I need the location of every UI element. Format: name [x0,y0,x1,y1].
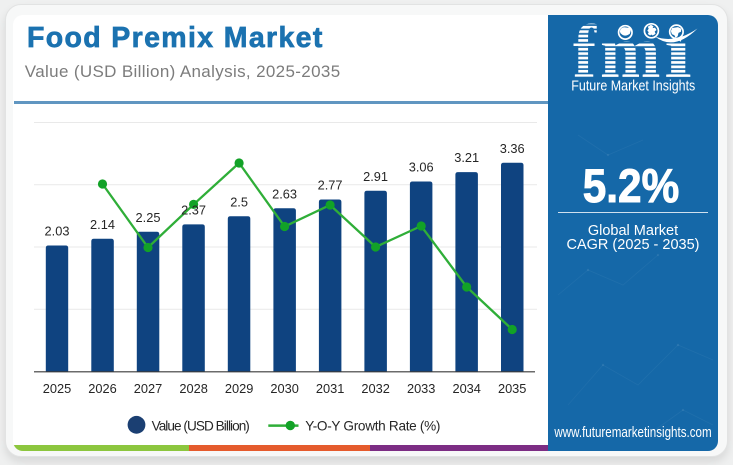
svg-text:2.77: 2.77 [318,178,343,193]
svg-text:2032: 2032 [361,381,389,396]
svg-text:2.63: 2.63 [272,186,297,201]
svg-text:2031: 2031 [316,381,344,396]
svg-text:2030: 2030 [270,381,298,396]
svg-text:3.21: 3.21 [454,150,479,165]
svg-text:f: f [573,15,597,94]
svg-text:3.36: 3.36 [500,141,525,156]
svg-text:2.25: 2.25 [136,210,161,225]
svg-text:2029: 2029 [225,381,253,396]
svg-text:2.03: 2.03 [45,224,70,239]
svg-text:Y-O-Y Growth Rate (%): Y-O-Y Growth Rate (%) [305,419,440,434]
svg-text:2025: 2025 [43,381,71,396]
svg-text:2.37: 2.37 [181,203,206,218]
svg-text:2.5: 2.5 [230,194,248,209]
svg-text:2035: 2035 [498,381,526,396]
svg-text:2026: 2026 [88,381,116,396]
svg-text:Future Market Insights: Future Market Insights [571,78,695,94]
svg-text:2034: 2034 [452,381,480,396]
svg-text:2.91: 2.91 [363,169,388,184]
svg-text:2028: 2028 [179,381,207,396]
svg-text:2027: 2027 [134,381,162,396]
svg-text:2.14: 2.14 [90,217,115,232]
svg-text:Value (USD Billion): Value (USD Billion) [152,419,250,434]
svg-text:2033: 2033 [407,381,435,396]
svg-text:3.06: 3.06 [409,160,434,175]
